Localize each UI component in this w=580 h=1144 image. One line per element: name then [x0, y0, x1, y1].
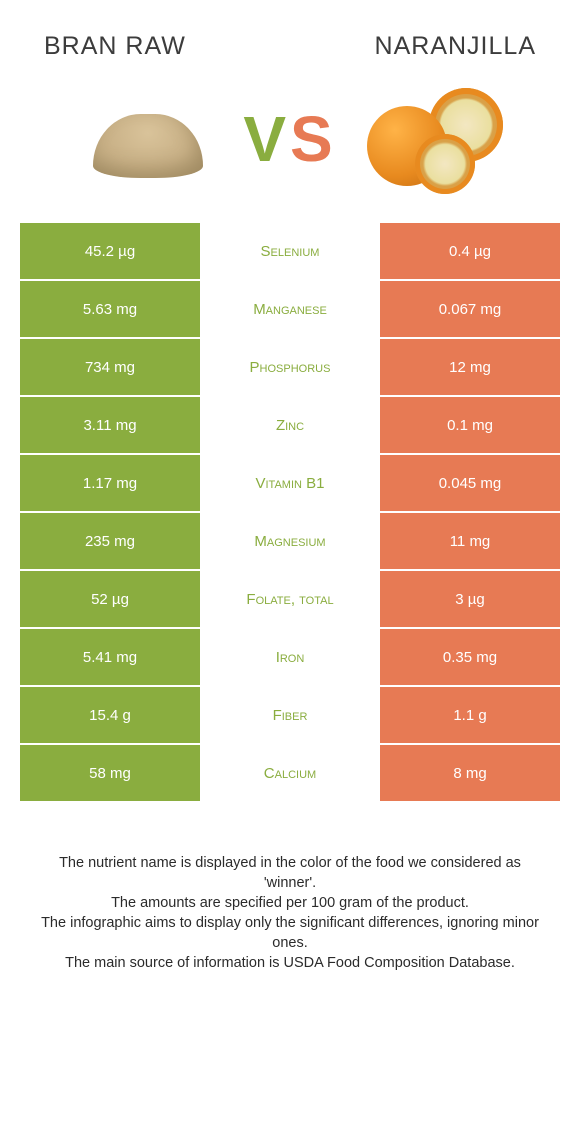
table-row: 5.41 mgIron0.35 mg — [20, 629, 560, 685]
nutrient-name: Selenium — [200, 223, 380, 279]
right-value: 8 mg — [380, 745, 560, 801]
nutrient-name: Phosphorus — [200, 339, 380, 395]
nutrient-name: Calcium — [200, 745, 380, 801]
table-row: 235 mgMagnesium11 mg — [20, 513, 560, 569]
food-left-image — [73, 79, 223, 199]
comparison-table: 45.2 µgSelenium0.4 µg5.63 mgManganese0.0… — [0, 223, 580, 801]
table-row: 5.63 mgManganese0.067 mg — [20, 281, 560, 337]
table-row: 45.2 µgSelenium0.4 µg — [20, 223, 560, 279]
header: Bran raw Naranjilla — [0, 0, 580, 79]
nutrient-name: Iron — [200, 629, 380, 685]
table-row: 1.17 mgVitamin B10.045 mg — [20, 455, 560, 511]
nutrient-name: Folate, total — [200, 571, 380, 627]
food-left-title: Bran raw — [44, 32, 186, 61]
footer-line: The amounts are specified per 100 gram o… — [36, 893, 544, 913]
right-value: 0.045 mg — [380, 455, 560, 511]
right-value: 12 mg — [380, 339, 560, 395]
table-row: 15.4 gFiber1.1 g — [20, 687, 560, 743]
left-value: 235 mg — [20, 513, 200, 569]
vs-v-letter: V — [243, 102, 290, 176]
left-value: 45.2 µg — [20, 223, 200, 279]
left-value: 5.41 mg — [20, 629, 200, 685]
left-value: 1.17 mg — [20, 455, 200, 511]
food-right-title: Naranjilla — [375, 32, 536, 61]
left-value: 52 µg — [20, 571, 200, 627]
left-value: 58 mg — [20, 745, 200, 801]
vs-label: V S — [243, 102, 336, 176]
right-value: 0.35 mg — [380, 629, 560, 685]
footer-notes: The nutrient name is displayed in the co… — [0, 803, 580, 973]
vs-s-letter: S — [290, 102, 337, 176]
right-value: 0.4 µg — [380, 223, 560, 279]
right-value: 0.067 mg — [380, 281, 560, 337]
nutrient-name: Magnesium — [200, 513, 380, 569]
vs-row: V S — [0, 79, 580, 223]
left-value: 3.11 mg — [20, 397, 200, 453]
nutrient-name: Manganese — [200, 281, 380, 337]
right-value: 1.1 g — [380, 687, 560, 743]
table-row: 52 µgFolate, total3 µg — [20, 571, 560, 627]
right-value: 0.1 mg — [380, 397, 560, 453]
nutrient-name: Fiber — [200, 687, 380, 743]
footer-line: The nutrient name is displayed in the co… — [36, 853, 544, 893]
left-value: 5.63 mg — [20, 281, 200, 337]
right-value: 3 µg — [380, 571, 560, 627]
left-value: 15.4 g — [20, 687, 200, 743]
nutrient-name: Vitamin B1 — [200, 455, 380, 511]
table-row: 58 mgCalcium8 mg — [20, 745, 560, 801]
right-value: 11 mg — [380, 513, 560, 569]
footer-line: The main source of information is USDA F… — [36, 953, 544, 973]
table-row: 734 mgPhosphorus12 mg — [20, 339, 560, 395]
nutrient-name: Zinc — [200, 397, 380, 453]
left-value: 734 mg — [20, 339, 200, 395]
food-right-image — [357, 79, 507, 199]
footer-line: The infographic aims to display only the… — [36, 913, 544, 953]
table-row: 3.11 mgZinc0.1 mg — [20, 397, 560, 453]
